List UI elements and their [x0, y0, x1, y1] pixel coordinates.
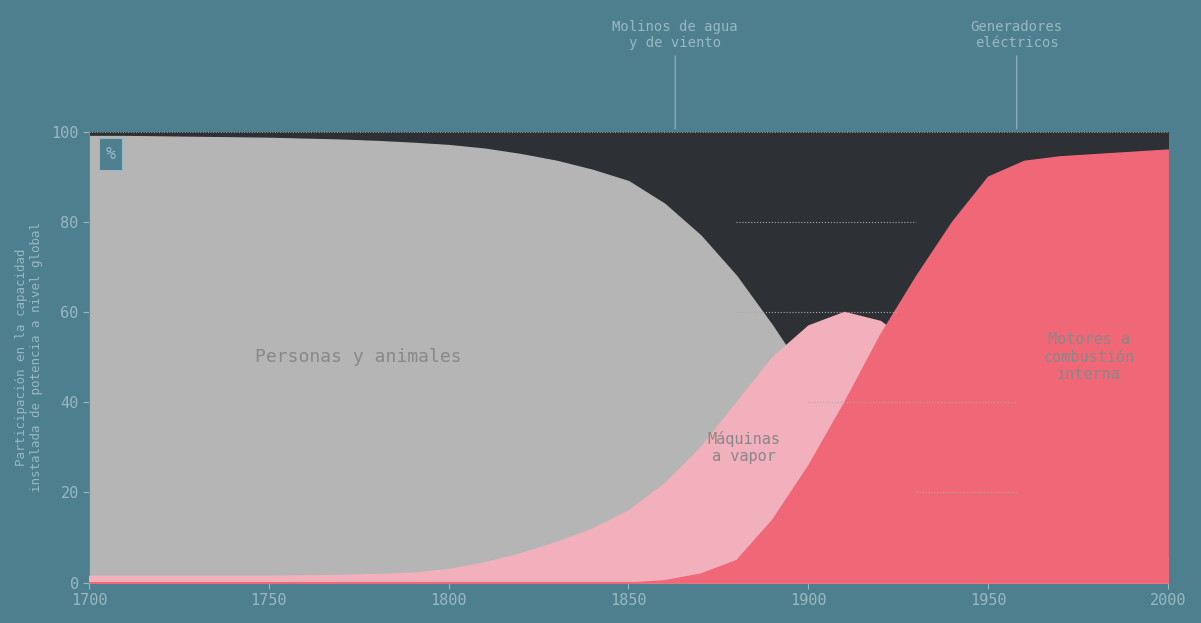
Text: Máquinas
a vapor: Máquinas a vapor	[707, 430, 779, 464]
Text: %: %	[106, 145, 115, 163]
Text: Generadores
eléctricos: Generadores eléctricos	[970, 20, 1063, 129]
Text: Molinos de agua
y de viento: Molinos de agua y de viento	[613, 20, 737, 129]
Y-axis label: Participación en la capacidad
instalada de potencia a nivel global: Participación en la capacidad instalada …	[14, 222, 43, 492]
Text: Motores a
combustión
interna: Motores a combustión interna	[1042, 332, 1134, 382]
Text: Personas y animales: Personas y animales	[256, 348, 462, 366]
